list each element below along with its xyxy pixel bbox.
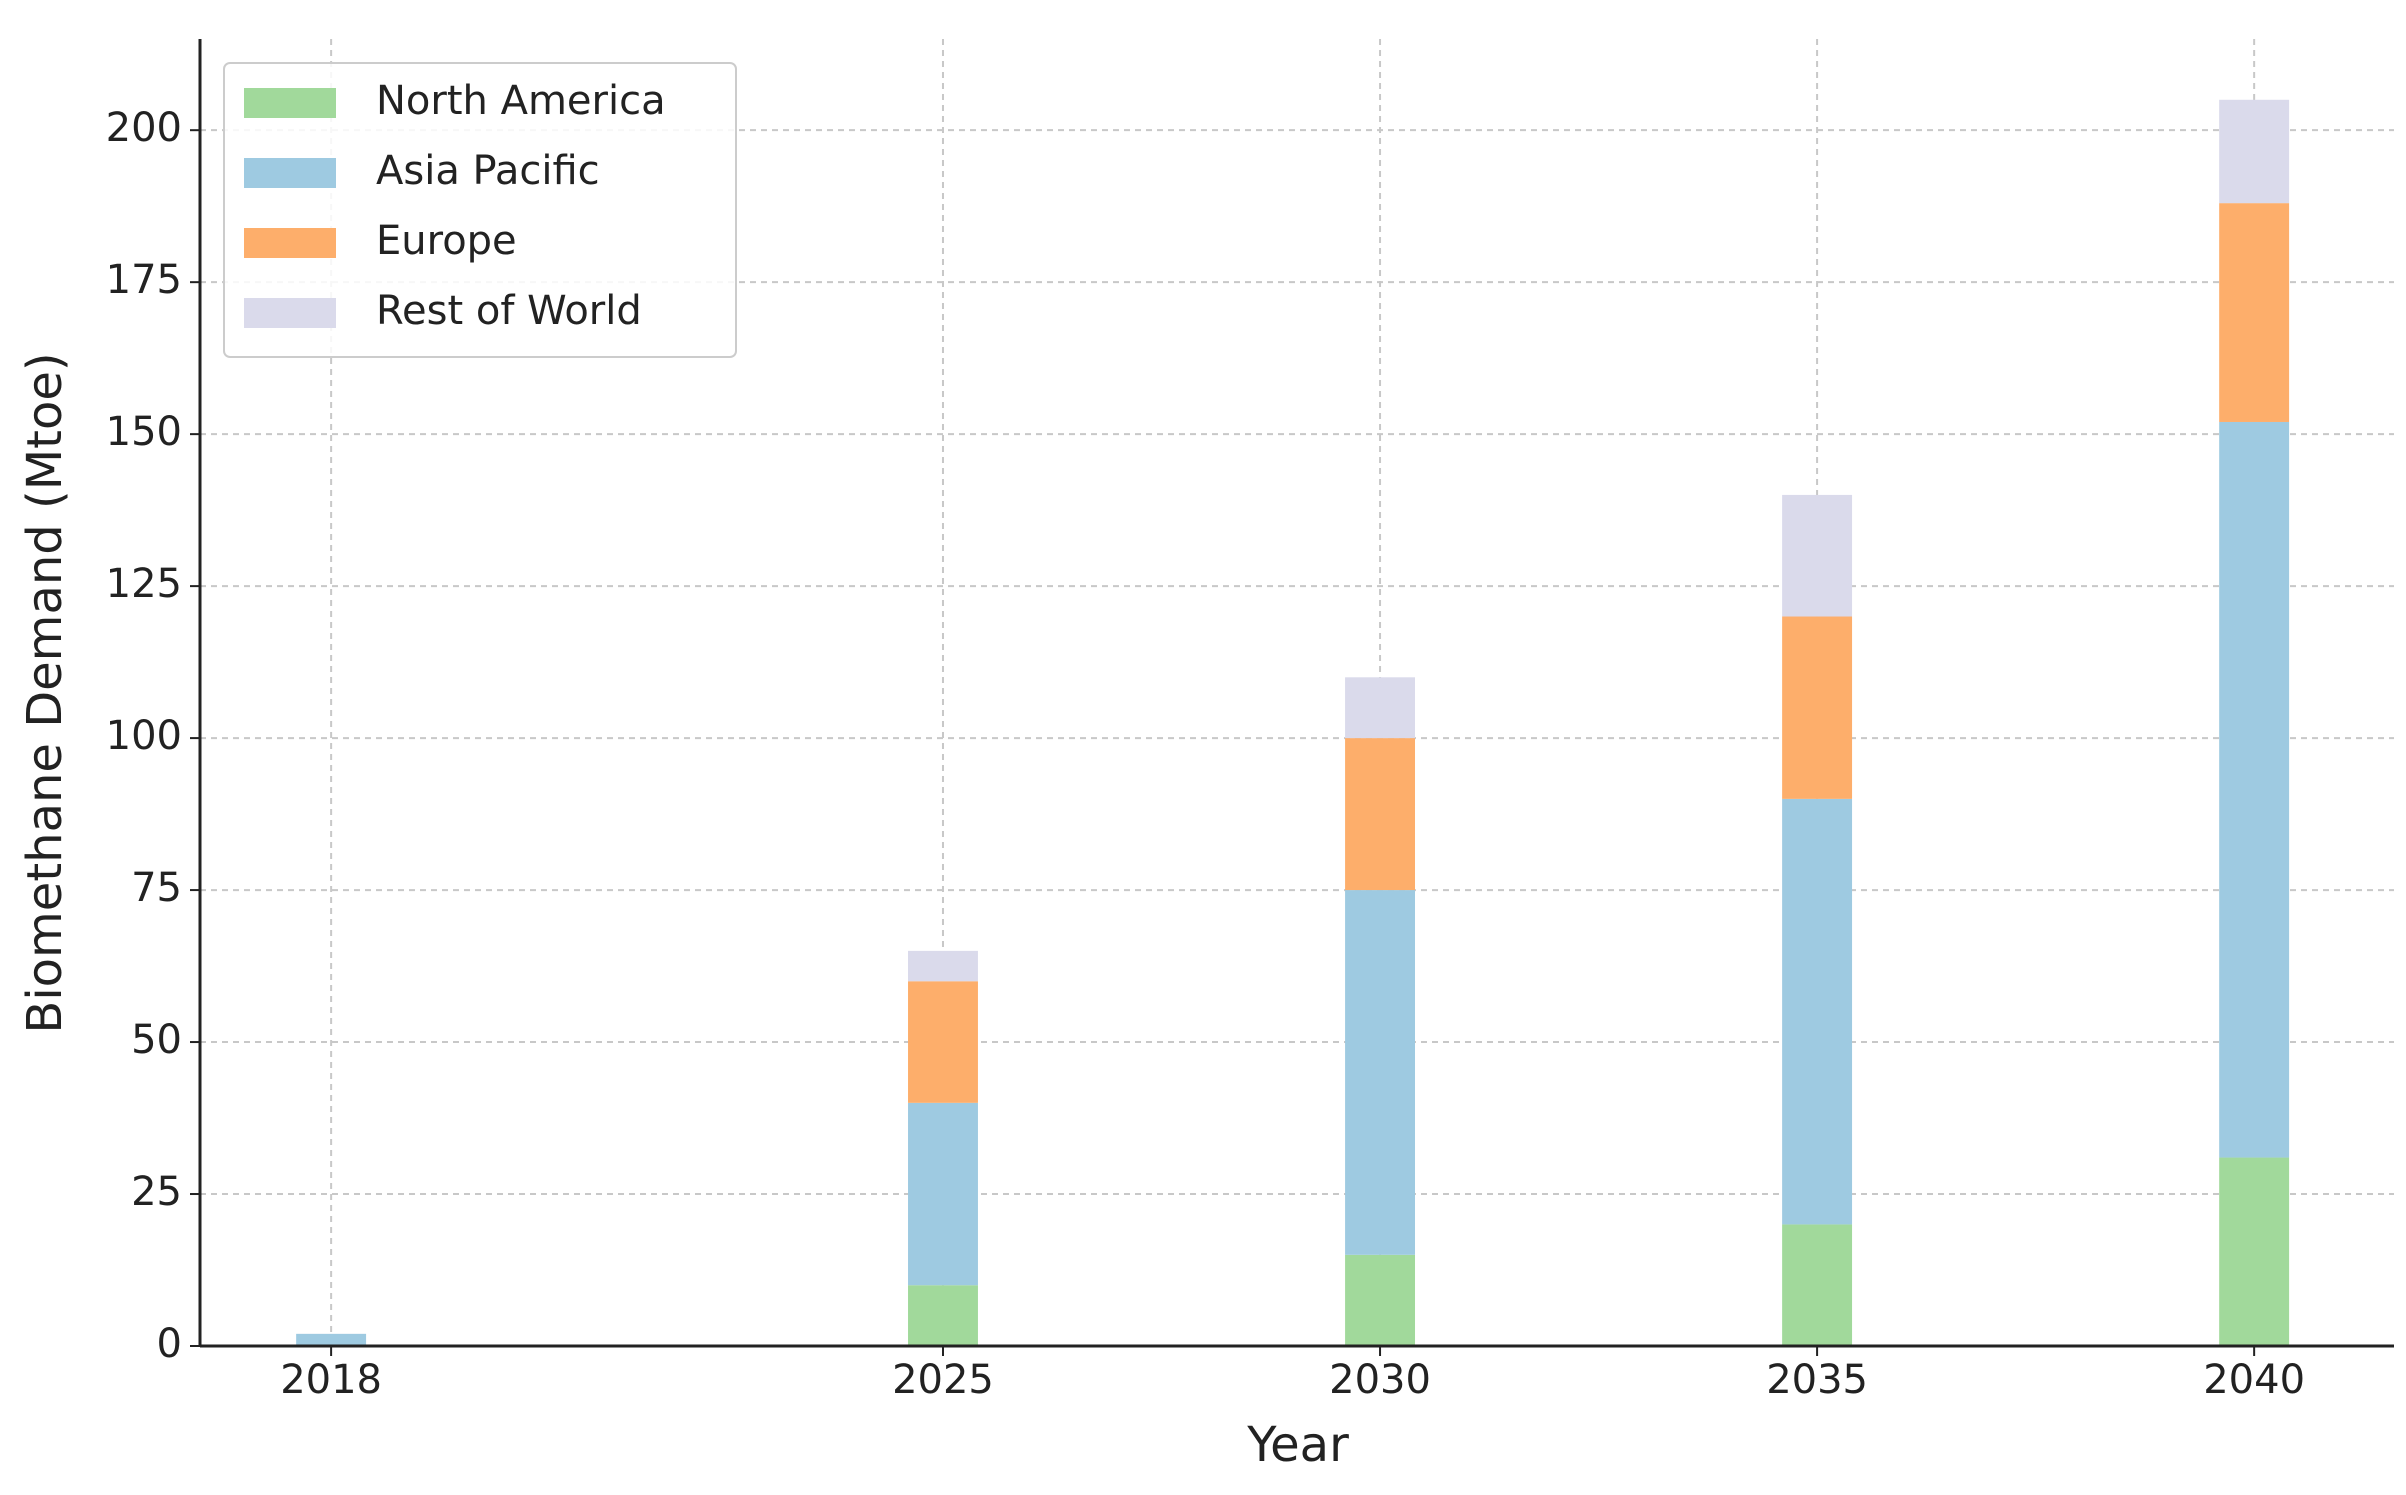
legend-swatch: [244, 88, 336, 118]
legend-swatch: [244, 228, 336, 258]
bar-segment: [908, 981, 978, 1103]
bar-segment: [2219, 421, 2290, 1158]
legend-label: Asia Pacific: [376, 148, 600, 194]
bar-segment: [1782, 798, 1853, 1225]
bar-segment: [2219, 203, 2290, 422]
x-tick-label: 2030: [1329, 1357, 1431, 1403]
bar-segment: [1345, 738, 1416, 891]
bar-segment: [1782, 494, 1853, 617]
y-tick-label: 100: [106, 713, 182, 759]
y-tick-label: 125: [106, 561, 182, 607]
bar-segment: [1345, 1254, 1416, 1346]
legend-label: Rest of World: [376, 288, 642, 334]
legend-label: Europe: [376, 218, 517, 264]
bar-segment: [1345, 890, 1416, 1255]
y-axis-label: Biomethane Demand (Mtoe): [17, 352, 73, 1033]
y-tick-label: 25: [131, 1169, 182, 1215]
y-tick-label: 150: [106, 409, 182, 455]
bar-segment: [296, 1333, 367, 1346]
x-axis-label: Year: [1246, 1417, 1349, 1473]
bar-segment: [1782, 616, 1853, 799]
x-tick-label: 2040: [2203, 1357, 2305, 1403]
x-tick-label: 2018: [280, 1357, 382, 1403]
legend: North America Asia Pacific Europe Rest of W…: [223, 62, 737, 358]
y-tick-label: 0: [157, 1321, 182, 1367]
legend-label: North America: [376, 78, 666, 124]
legend-swatch: [244, 158, 336, 188]
bar-segment: [908, 950, 978, 982]
legend-swatch: [244, 298, 336, 328]
bar-segment: [1345, 677, 1416, 739]
y-tick-label: 200: [106, 105, 182, 151]
bar-segment: [908, 1102, 978, 1286]
y-tick-label: 175: [106, 257, 182, 303]
bar-segment: [908, 1285, 978, 1346]
bar-segment: [2219, 1157, 2290, 1346]
bar-segment: [2219, 99, 2290, 204]
y-tick-label: 75: [131, 865, 182, 911]
legend-box: [223, 62, 737, 358]
x-tick-label: 2035: [1766, 1357, 1868, 1403]
x-tick-label: 2025: [892, 1357, 994, 1403]
y-tick-label: 50: [131, 1017, 182, 1063]
bar-segment: [1782, 1224, 1853, 1346]
